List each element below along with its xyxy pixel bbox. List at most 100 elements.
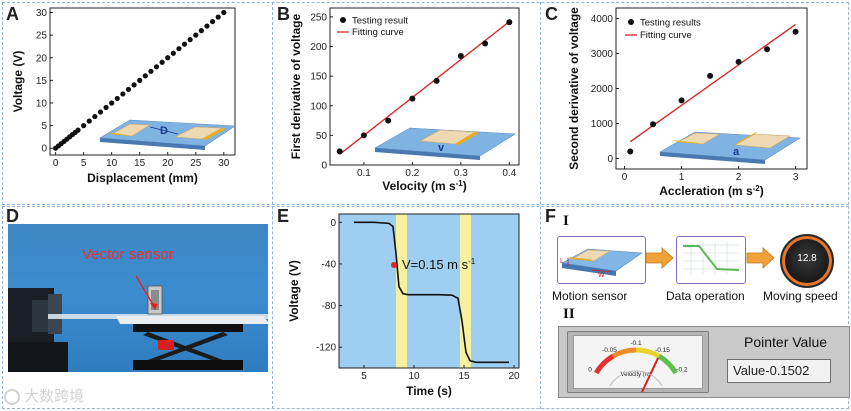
gauge-bezel [567,331,709,393]
x-tick-label: 20 [162,158,174,169]
x-axis-label: Time (s) [406,384,452,398]
data-point [170,50,176,56]
data-point [109,100,115,106]
y-tick-label: 200 [310,42,327,53]
x-tick-label: 15 [458,371,470,382]
data-point [103,104,109,111]
divider-1 [272,2,273,409]
data-point [433,77,440,84]
y-tick-label: 250 [310,12,327,23]
gauge-arc-segment [593,353,615,375]
arrow-2 [746,247,775,269]
y-tick-label: 25 [36,31,48,42]
x-tick-label: 20 [508,371,520,382]
x-tick-label: 0.3 [454,168,468,179]
data-point [735,58,742,65]
photo-d-label: Vector sensor [82,246,174,263]
motion-sensor-box: L W [557,236,646,284]
arrow-1 [645,247,674,269]
data-point [142,73,148,79]
y-tick-label: 150 [310,72,327,83]
y-tick-label: 4000 [591,14,614,25]
gauge-arc-segment [635,347,661,359]
x-tick-label: 25 [190,158,202,169]
gauge-tick-label: 0 [588,367,592,374]
y-axis-label: Voltage (V) [11,51,25,113]
y-axis-label: Second derivative of voltage [567,7,581,170]
data-point [215,14,221,20]
x-tick-label: 5 [361,371,367,382]
data-point [764,46,771,53]
data-point [204,23,210,29]
y-tick-label: 0 [607,154,613,165]
data-point [148,68,154,74]
data-point [81,123,87,129]
x-tick-label: 0.2 [405,168,419,179]
y-tick-label: 0 [321,161,327,172]
fit-line [339,21,510,155]
chart-b-inset: v [374,127,516,160]
legend-marker [628,19,634,25]
chart-a-inset-label: D [160,125,168,137]
data-operation-box [676,236,746,284]
panel-f-roman-1: I [563,213,569,229]
pointer-value-text: Value-0.1502 [733,363,810,378]
legend-label: Fitting curve [640,30,692,41]
chart-b-frame [329,7,520,166]
panel-label-a: A [6,4,19,24]
y-tick-label: -120 [316,343,336,354]
data-point [131,82,137,88]
voltage-line [354,221,509,364]
watermark-text: 大数跨境 [24,388,85,405]
data-point [209,18,216,25]
data-point [457,52,464,59]
x-axis-label: Accleration (m s-2) [659,184,764,198]
data-point [193,32,199,38]
speed-dial: 12.8 [780,234,834,288]
data-point [221,9,227,16]
speed-dial-value: 12.8 [797,253,817,264]
chart-b-inset-label: v [438,142,445,154]
legend-label: Testing results [640,18,701,29]
photo-d-scene [8,275,268,372]
data-point [792,28,799,35]
data-point [176,46,182,52]
annotation-label: V=0.15 m s-1 [402,257,476,272]
data-point [187,37,193,43]
gauge-tick-label: -0.2 [676,367,688,374]
y-tick-label: 3000 [591,49,614,60]
x-tick-label: 2 [736,172,742,183]
chart-c-inset: a [659,131,801,164]
x-tick-label: 15 [134,158,146,169]
divider-2 [540,2,541,409]
step-label-data-operation: Data operation [666,289,745,303]
gauge-inner-arc [609,370,663,387]
data-point [385,117,392,124]
x-tick-label: 30 [218,158,230,169]
y-axis-label: Voltage (V) [287,260,301,322]
data-point [198,28,204,34]
y-tick-label: 10 [36,98,48,109]
data-point [75,127,81,133]
step-label-moving-speed: Moving speed [763,289,838,303]
data-point [181,41,188,47]
y-axis-label: First derivative of voltage [289,13,303,159]
x-tick-label: 10 [408,371,420,382]
gauge-arc-segment [611,347,637,359]
chart-a-frame [49,7,236,156]
pointer-value-display: Value-0.1502 [727,359,831,383]
data-point [120,91,126,97]
y-tick-label: 50 [316,131,328,142]
data-point [97,109,104,115]
chart-c-inset-label: a [733,146,740,158]
data-point [153,64,160,70]
watermark: 大数跨境 [4,385,84,406]
chart-e-background [339,214,519,368]
legend-label: Testing result [352,16,408,27]
step-label-motion-sensor: Motion sensor [552,289,628,303]
data-point [165,55,171,61]
